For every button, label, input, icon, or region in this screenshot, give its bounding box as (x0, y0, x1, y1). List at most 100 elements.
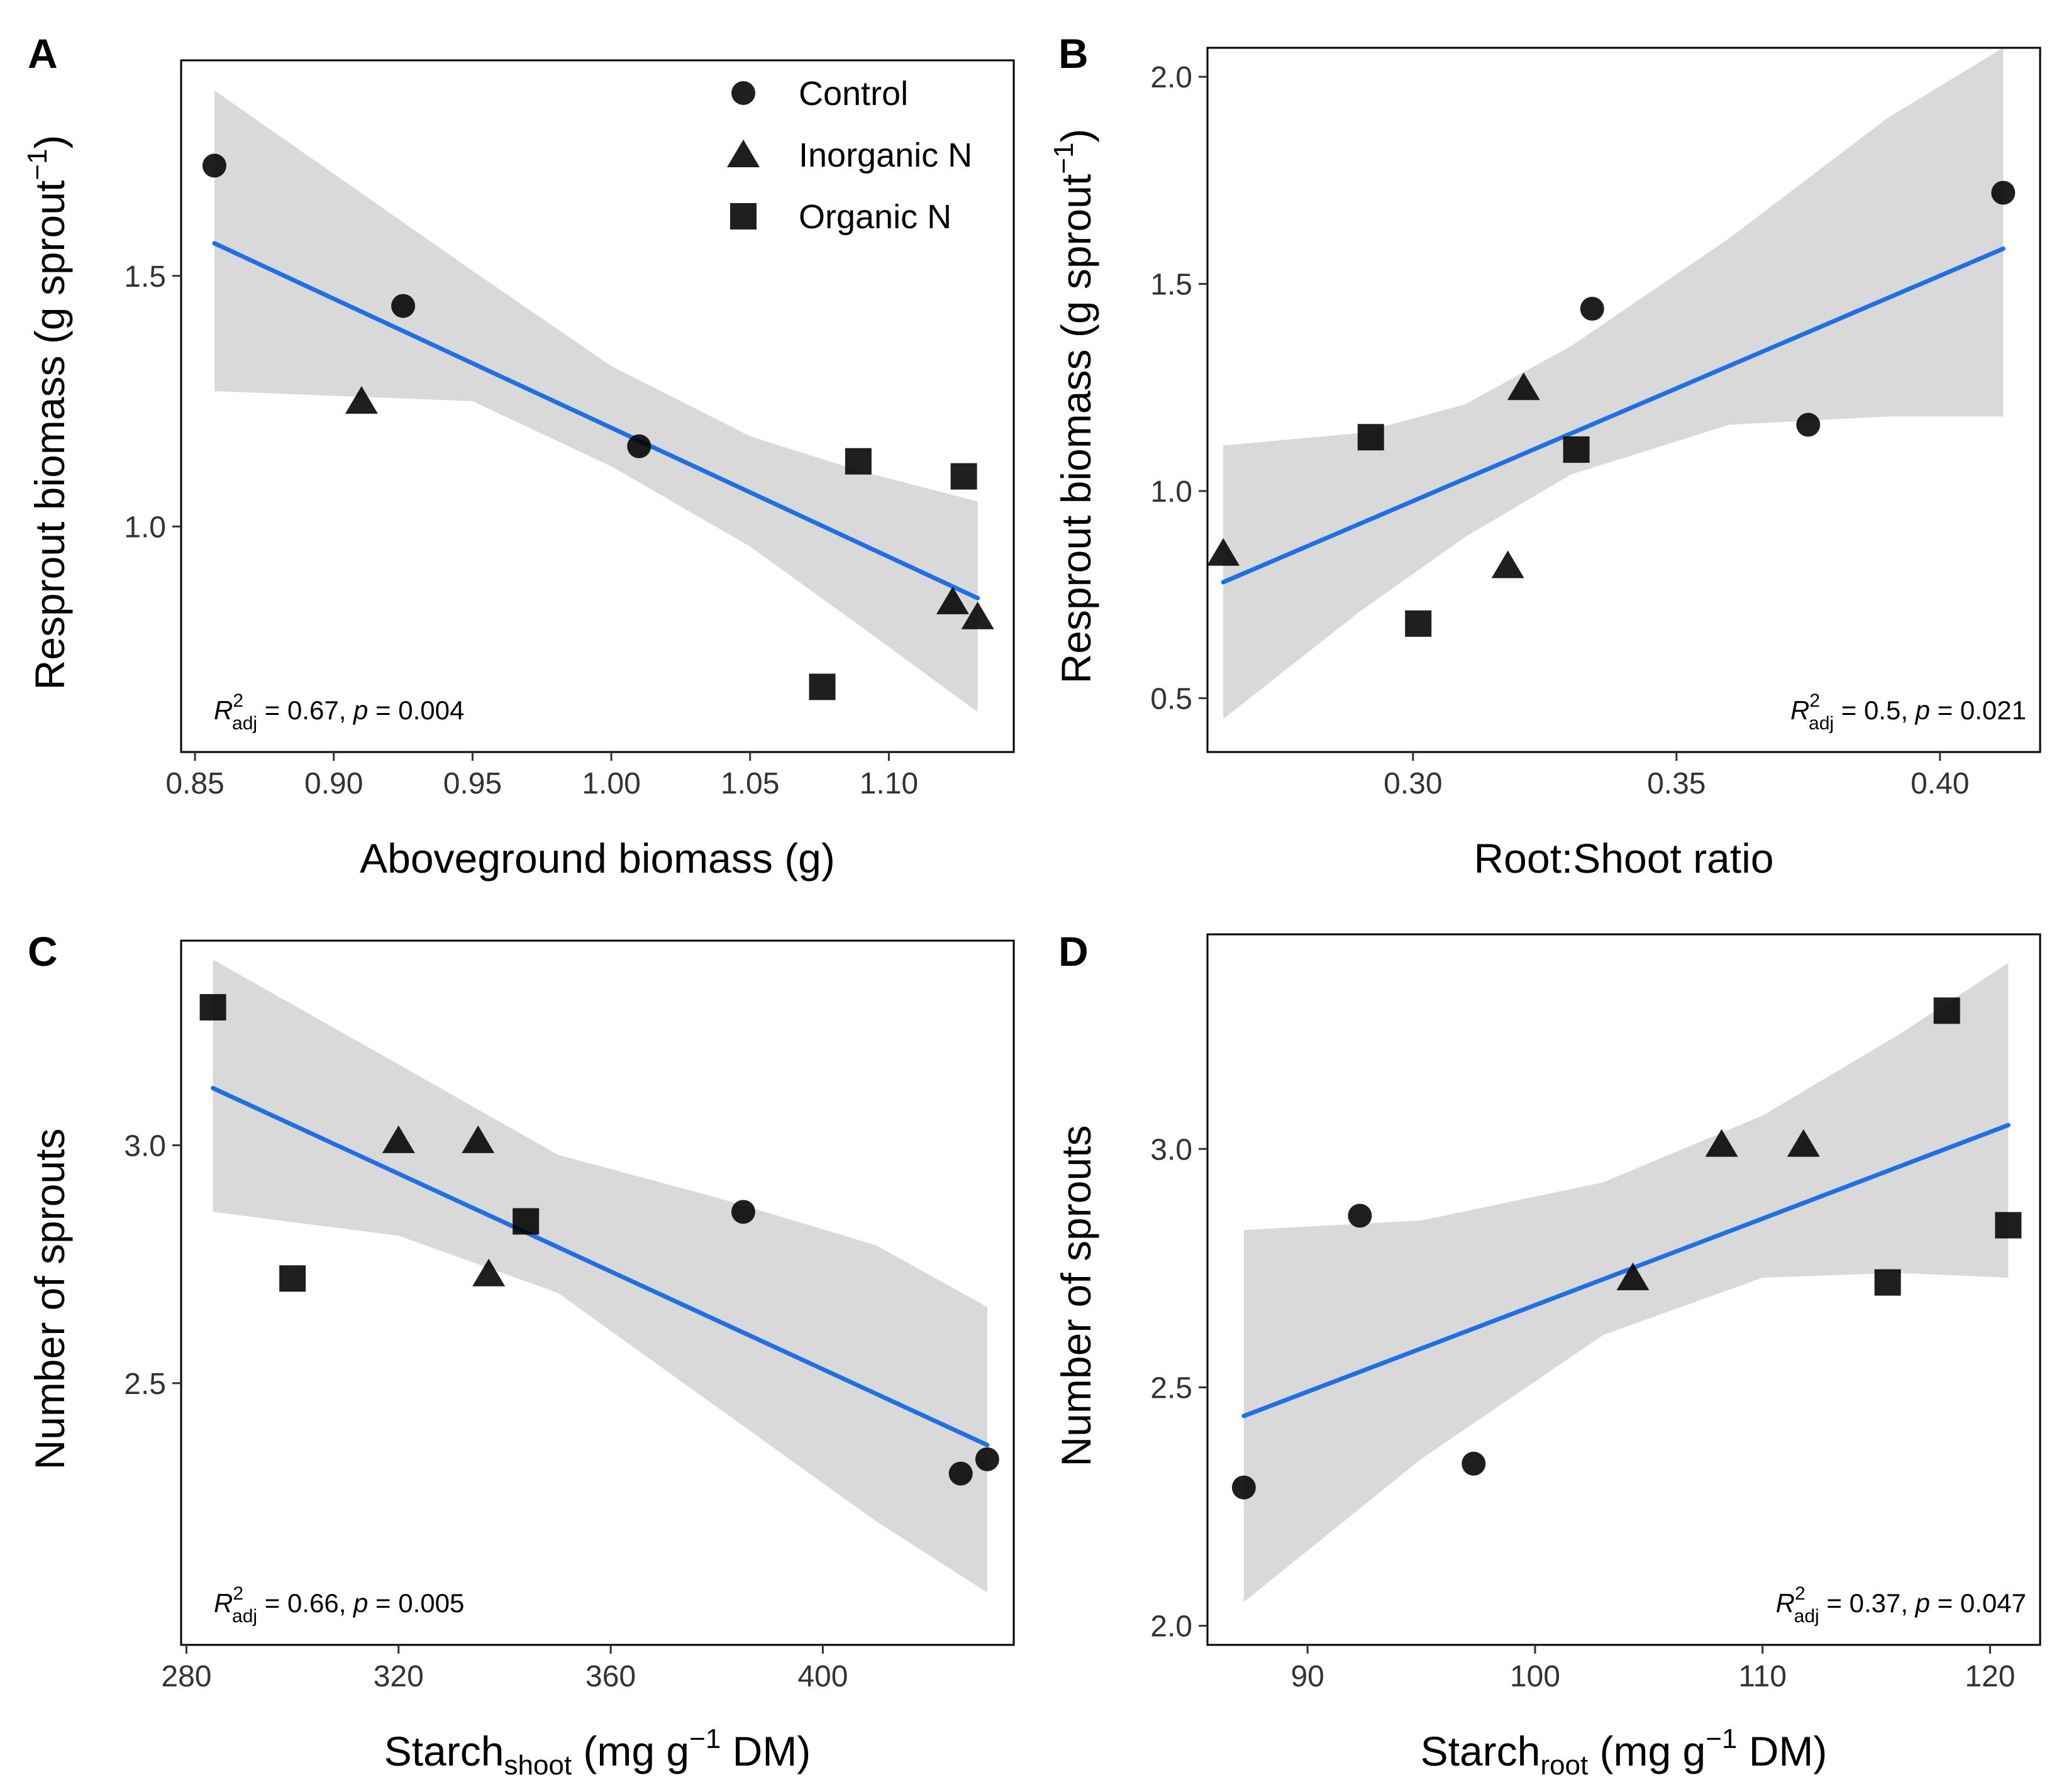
data-point-triangle (1507, 372, 1540, 401)
r2-value: = 0.5, (1834, 695, 1916, 725)
x-tick-label: 0.90 (304, 767, 363, 800)
data-point-triangle (1616, 1263, 1650, 1291)
data-point-square (1563, 436, 1590, 463)
y-tick-label: 2.0 (1150, 1610, 1192, 1644)
panel-letter: B (1058, 30, 1089, 77)
y-title-main: Resprout biomass (g sprout (1053, 174, 1099, 684)
plot-border (1206, 933, 2041, 1646)
legend-label: Inorganic N (799, 136, 972, 174)
r2-value: = 0.37, (1819, 1588, 1916, 1618)
data-point-triangle (961, 601, 994, 629)
data-point-triangle (1207, 538, 1240, 566)
fit-line (1221, 246, 2006, 585)
data-point-triangle (1705, 1129, 1738, 1157)
x-tick-label: 0.35 (1647, 767, 1706, 800)
data-point-circle (1462, 1451, 1486, 1476)
p-value: = 0.004 (368, 695, 464, 725)
y-tick-label: 0.5 (1150, 682, 1192, 716)
x-tick-label: 1.00 (582, 767, 640, 800)
data-point-square (513, 1208, 540, 1235)
p-symbol: p (1914, 1588, 1930, 1618)
x-title-end: DM) (1737, 1728, 1827, 1774)
data-point-square (1357, 424, 1384, 451)
legend: Control Inorganic N Organic N (727, 75, 972, 236)
confidence-band (213, 960, 987, 1593)
p-symbol: p (352, 1588, 368, 1618)
legend-key-square (730, 203, 757, 230)
data-point-circle (391, 294, 416, 318)
fit-line (212, 241, 980, 600)
x-tick-label: 0.40 (1911, 767, 1969, 800)
plot-border (180, 939, 1015, 1646)
y-tick-label: 1.5 (1150, 268, 1192, 302)
data-point-square (950, 463, 977, 490)
y-title-end: ) (1053, 129, 1099, 143)
r2-value: = 0.66, (257, 1588, 353, 1618)
y-tick-label: 2.0 (1150, 61, 1192, 94)
y-tick-label: 2.5 (1150, 1371, 1192, 1405)
p-value: = 0.047 (1930, 1588, 2026, 1618)
y-tick-label: 1.0 (1150, 475, 1192, 509)
p-value: = 0.005 (368, 1588, 464, 1618)
data-point-circle (975, 1447, 999, 1471)
data-point-triangle (345, 386, 378, 414)
r2-value: = 0.67, (257, 695, 353, 725)
x-axis-title: Root:Shoot ratio (1474, 835, 1774, 882)
data-point-square (1933, 997, 1960, 1024)
r2-subscript: adj (1794, 1606, 1819, 1627)
x-title-end: DM) (721, 1728, 811, 1774)
panel-letter: A (28, 30, 58, 77)
r2-symbol: R (214, 1588, 233, 1618)
data-point-triangle (1787, 1129, 1820, 1157)
legend-label: Control (799, 75, 908, 113)
y-title-superscript: −1 (22, 149, 53, 180)
legend-key-circle (731, 81, 755, 105)
fit-line (1241, 1122, 2011, 1419)
data-point-square (1995, 1212, 2022, 1239)
data-point-circle (948, 1461, 973, 1486)
x-tick-label: 100 (1510, 1660, 1560, 1693)
y-title-superscript: −1 (1048, 143, 1079, 174)
data-point-triangle (472, 1258, 506, 1286)
x-axis-title: Aboveground biomass (g) (360, 835, 835, 882)
y-axis-title: Number of sprouts (26, 1129, 73, 1470)
data-point-square (845, 448, 872, 475)
data-point-circle (627, 434, 652, 458)
confidence-band (214, 90, 978, 712)
r2-subscript: adj (232, 713, 257, 734)
plot-border (1206, 47, 2041, 753)
y-tick-label: 1.0 (124, 511, 166, 544)
stats-annotation: R2 adj = 0.66, p = 0.005 (214, 1583, 464, 1627)
x-tick-label: 400 (797, 1660, 848, 1693)
y-axis-title: Number of sprouts (1053, 1126, 1099, 1467)
r2-symbol: R (1776, 1588, 1795, 1618)
x-tick-label: 280 (161, 1660, 211, 1693)
x-tick-label: 360 (585, 1660, 636, 1693)
panel-letter: C (28, 928, 58, 975)
panel-letter: D (1058, 928, 1089, 975)
data-point-square (279, 1265, 306, 1292)
x-title-units: (mg g (1588, 1728, 1706, 1774)
x-tick-label: 320 (374, 1660, 424, 1693)
legend-key-triangle (727, 140, 760, 167)
stats-annotation: R2 adj = 0.5, p = 0.021 (1790, 690, 2026, 734)
data-point-triangle (1491, 550, 1524, 578)
r2-superscript: 2 (233, 1583, 243, 1604)
data-point-square (809, 673, 836, 700)
x-tick-label: 0.85 (165, 767, 224, 800)
x-title-subscript: root (1540, 1750, 1588, 1781)
data-point-triangle (936, 586, 969, 614)
data-point-circle (1348, 1203, 1372, 1228)
data-point-triangle (462, 1125, 495, 1153)
r2-subscript: adj (1809, 713, 1834, 734)
x-title-superscript: −1 (1706, 1723, 1737, 1754)
panel-c: 280 320 360 400 2.5 3.0 Starchshoot (mg g−1 DM… (26, 928, 1015, 1781)
data-point-square (1874, 1269, 1901, 1296)
x-tick-label: 90 (1290, 1660, 1324, 1693)
y-axis-title: Resprout biomass (g sprout−1) (1048, 129, 1099, 684)
x-tick-label: 110 (1738, 1660, 1787, 1693)
r2-subscript: adj (232, 1606, 257, 1627)
fit-line (211, 1086, 990, 1447)
x-tick-label: 0.95 (443, 767, 502, 800)
